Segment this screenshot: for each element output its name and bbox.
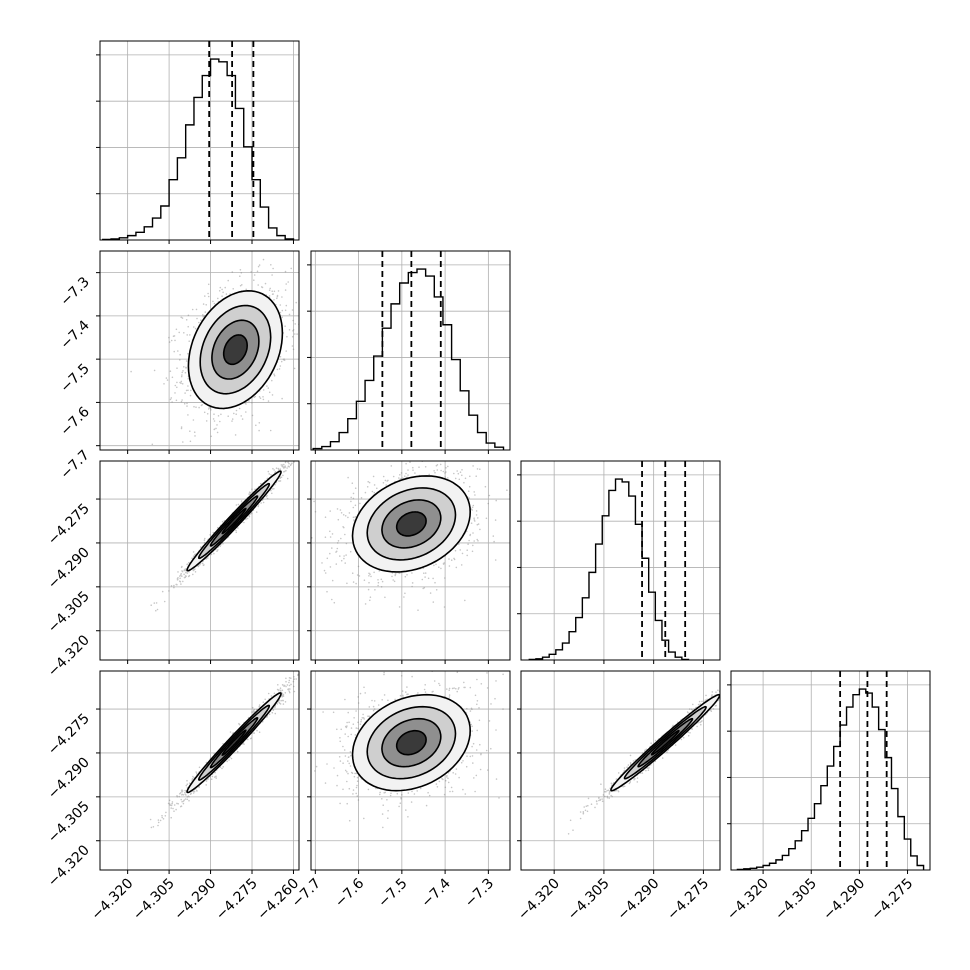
axes-frame (99, 40, 300, 241)
axes-frame (99, 460, 300, 661)
x-tick-label: −7.4 (419, 875, 454, 910)
contour-line (395, 729, 427, 756)
histogram-steps (528, 478, 690, 661)
contour-line (610, 693, 720, 792)
contour-line (197, 482, 271, 560)
contour-line (211, 319, 260, 380)
contour-line (381, 717, 442, 768)
y-tick-label: −7.7 (57, 447, 92, 482)
x-tick-label: −4.305 (130, 876, 178, 924)
density-fill (222, 730, 246, 756)
density-content (149, 673, 299, 829)
y-tick-label: −7.3 (57, 274, 92, 309)
x-tick-label: −4.290 (820, 876, 868, 924)
density-content (314, 671, 504, 829)
contour-line (186, 692, 282, 794)
x-tick-label: −4.320 (515, 876, 563, 924)
contour-line (186, 470, 282, 572)
density-panel (307, 460, 511, 664)
contour-line (650, 729, 680, 756)
density-fill (396, 511, 427, 536)
contour-line (366, 487, 457, 561)
density-fill (651, 730, 679, 755)
contour-line (623, 705, 707, 780)
y-tick-label: −4.290 (45, 754, 93, 802)
density-content (150, 461, 295, 612)
axes-frame (99, 250, 300, 451)
x-tick-label: −4.275 (868, 876, 916, 924)
axes-frame (99, 670, 300, 871)
x-tick-label: −4.275 (213, 876, 261, 924)
contour-line (197, 704, 271, 781)
density-panel (96, 460, 300, 664)
contour-line (221, 507, 247, 535)
y-tick-label: −4.320 (45, 632, 93, 680)
x-tick-label: −4.290 (615, 876, 663, 924)
y-tick-label: −7.4 (57, 317, 92, 352)
contour-line (351, 693, 472, 792)
contour-line (366, 705, 457, 780)
density-panel (517, 670, 721, 874)
histogram-panel (517, 460, 721, 664)
contour-line (209, 716, 259, 769)
density-panel (96, 670, 300, 874)
axes-frame (310, 670, 511, 871)
histogram-steps (312, 268, 505, 450)
contour-line (209, 495, 259, 547)
axes-frame (730, 670, 931, 871)
y-tick-label: −4.305 (45, 588, 93, 636)
histogram-steps (736, 688, 925, 871)
axes-frame (520, 670, 721, 871)
contour-line (222, 334, 249, 366)
x-tick-label: −7.5 (375, 876, 410, 911)
density-content (567, 689, 720, 835)
histogram-steps (102, 58, 295, 241)
axes-frame (310, 250, 511, 451)
density-content (130, 258, 299, 446)
y-tick-label: −7.5 (57, 361, 92, 396)
x-tick-label: −4.320 (724, 876, 772, 924)
x-tick-label: −4.320 (89, 876, 137, 924)
x-tick-label: −4.305 (565, 876, 613, 924)
histogram-panel (96, 40, 300, 244)
x-tick-label: −4.275 (664, 876, 712, 924)
contour-line (221, 729, 247, 756)
density-fill (396, 730, 427, 755)
contour-line (187, 289, 284, 410)
x-tick-label: −4.305 (772, 876, 820, 924)
y-tick-label: −7.6 (57, 404, 92, 439)
contour-line (199, 304, 272, 395)
density-panel (96, 250, 300, 454)
contour-line (395, 511, 427, 537)
density-panel (307, 670, 511, 874)
histogram-panel (727, 670, 931, 874)
contour-line (637, 717, 694, 768)
contour-line (351, 475, 472, 573)
histogram-panel (307, 250, 511, 454)
x-tick-label: −7.6 (332, 875, 367, 910)
y-tick-label: −4.275 (45, 711, 93, 759)
axes-frame (310, 460, 511, 661)
contour-line (381, 499, 442, 549)
y-tick-label: −4.305 (45, 798, 93, 846)
x-tick-label: −4.290 (171, 876, 219, 924)
density-fill (223, 334, 248, 365)
axes-frame (520, 460, 721, 661)
density-content (311, 461, 510, 611)
density-fill (222, 508, 246, 534)
y-tick-label: −4.275 (45, 501, 93, 549)
y-tick-label: −4.320 (45, 842, 93, 890)
x-tick-label: −7.3 (462, 876, 497, 911)
y-tick-label: −4.290 (45, 544, 93, 592)
